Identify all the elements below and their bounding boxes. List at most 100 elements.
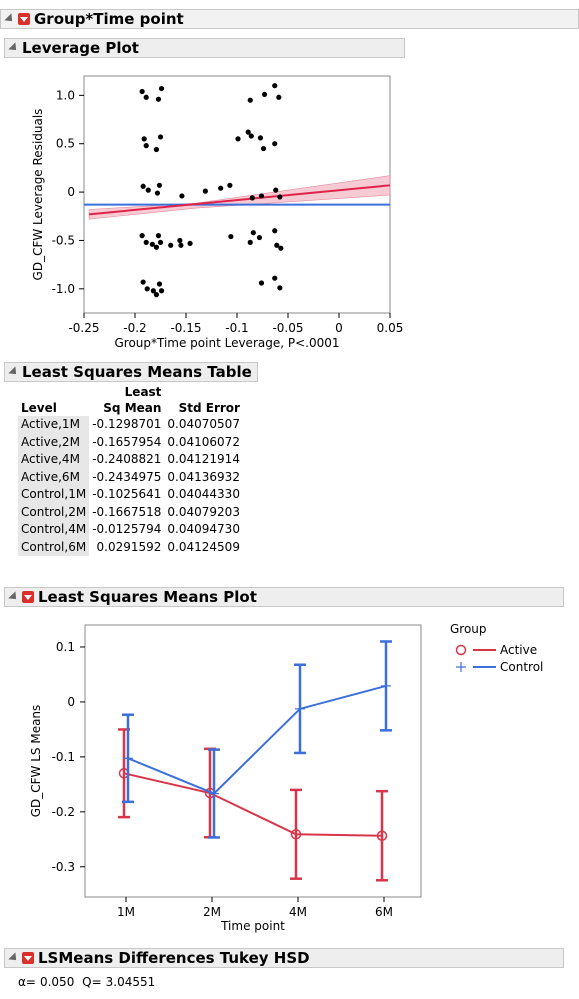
x-tick-label: 6M — [375, 905, 393, 919]
level-cell: Control,4M — [18, 521, 90, 539]
series-line-control — [127, 684, 387, 795]
data-point — [143, 94, 149, 100]
x-tick-label: -0.2 — [123, 321, 146, 335]
fit-line — [89, 184, 391, 216]
lsm-plot: 0.1 0 -0.1 -0.2 -0.3 1M 2M 4M 6M Time point GD_CFW… — [29, 622, 543, 933]
disclosure-triangle-icon[interactable] — [4, 13, 16, 25]
outline-title: Least Squares Means Plot — [38, 588, 257, 606]
red-triangle-menu-icon[interactable] — [22, 952, 34, 964]
col-header-blank — [164, 384, 243, 400]
y-tick-label: -0.3 — [52, 860, 75, 874]
data-point — [139, 233, 145, 239]
se-cell: 0.04094730 — [167, 522, 240, 536]
y-axis-label: GD_CFW Leverage Residuals — [31, 109, 45, 281]
outline-title: Leverage Plot — [22, 39, 139, 57]
se-cell: 0.04136932 — [167, 469, 240, 484]
mean-cell: -0.1298701 — [92, 417, 162, 431]
plot-frame — [84, 624, 422, 898]
disclosure-triangle-icon[interactable] — [8, 952, 20, 964]
data-point — [250, 230, 256, 236]
data-point — [248, 133, 254, 139]
data-point — [273, 187, 279, 193]
data-point — [228, 233, 234, 240]
y-tick-label: -0.5 — [52, 233, 75, 247]
data-point — [278, 245, 284, 251]
data-point — [158, 288, 165, 294]
x-tick-label: 1M — [117, 905, 135, 919]
lsm-table-outline-header[interactable]: Least Squares Means Table — [4, 362, 258, 382]
data-point — [202, 188, 208, 194]
se-cell: 0.04044330 — [167, 487, 240, 501]
data-point — [155, 96, 162, 102]
level-cell: Control,2M — [18, 503, 90, 521]
leverage-plot-outline-header[interactable]: Leverage Plot — [4, 38, 405, 58]
alpha-label: α= — [18, 975, 36, 989]
data-point — [256, 234, 263, 241]
alpha-value: 0.050 — [39, 975, 75, 989]
x-tick-label: -0.15 — [170, 321, 201, 335]
outline-title: Least Squares Means Table — [22, 363, 252, 381]
lsm-table: Least Level Sq Mean Std Error Active,1M -… — [18, 384, 243, 556]
table-row: Active,4M -0.2408821 0.04121914 — [18, 451, 243, 469]
leverage-plot: 1.0 0.5 0 -0.5 -1.0 -0.25 -0.2 -0.15 -0.1 -0.05 0 0… — [31, 75, 403, 350]
data-point — [218, 185, 224, 191]
x-tick-label: 0 — [335, 321, 343, 335]
level-cell: Active,6M — [18, 468, 90, 486]
level-cell: Control,1M — [18, 486, 90, 504]
disclosure-triangle-icon[interactable] — [8, 42, 20, 54]
data-point — [178, 242, 184, 248]
y-axis-label: GD_CFW LS Means — [29, 705, 43, 818]
data-point — [272, 141, 278, 147]
tukey-outline-header[interactable]: LSMeans Differences Tukey HSD — [4, 948, 564, 968]
data-point — [145, 187, 151, 193]
level-cell: Active,4M — [18, 451, 90, 469]
se-cell: 0.04106072 — [167, 434, 240, 449]
y-tick-label: -1.0 — [52, 282, 75, 296]
col-header-sq-mean: Sq Mean — [103, 401, 162, 415]
data-point — [168, 242, 174, 248]
mean-cell: -0.1025641 — [92, 487, 162, 501]
q-label: Q= — [82, 975, 102, 989]
data-point — [139, 88, 145, 95]
disclosure-triangle-icon[interactable] — [8, 591, 20, 603]
data-point — [258, 193, 265, 199]
x-tick-label: -0.25 — [68, 321, 99, 335]
data-point — [177, 237, 183, 244]
col-header-level: Level — [21, 401, 57, 415]
table-row: Control,4M -0.0125794 0.04094730 — [18, 521, 243, 539]
data-point — [153, 292, 160, 298]
data-point — [257, 135, 264, 141]
x-tick-label: -0.05 — [272, 321, 303, 335]
lsm-plot-outline-header[interactable]: Least Squares Means Plot — [4, 587, 564, 607]
col-header-least: Least — [124, 385, 162, 399]
data-point — [261, 91, 268, 97]
x-axis-label: Time point — [220, 919, 285, 933]
data-point — [179, 193, 185, 199]
data-point — [154, 190, 161, 196]
legend-title: Group — [450, 622, 487, 636]
data-point — [153, 244, 160, 250]
data-point — [272, 275, 278, 281]
data-point — [249, 195, 255, 201]
x-tick-label: 4M — [289, 905, 307, 919]
table-row: Active,1M -0.1298701 0.04070507 — [18, 416, 243, 434]
table-row: Active,2M -0.1657954 0.04106072 — [18, 433, 243, 451]
red-triangle-menu-icon[interactable] — [18, 13, 30, 25]
red-triangle-menu-icon[interactable] — [22, 591, 34, 603]
data-point — [140, 183, 146, 189]
data-point — [247, 97, 253, 103]
data-point — [277, 285, 283, 291]
data-point — [140, 279, 146, 285]
table-row: Control,6M 0.0291592 0.04124509 — [18, 538, 243, 556]
se-cell: 0.04124509 — [167, 539, 240, 554]
mean-cell: -0.0125794 — [92, 522, 162, 536]
data-point — [258, 280, 265, 286]
data-point — [247, 239, 253, 245]
data-point — [290, 829, 302, 840]
data-point — [187, 240, 193, 246]
disclosure-triangle-icon[interactable] — [8, 366, 20, 378]
group-time-outline-header[interactable]: Group*Time point — [0, 9, 579, 29]
x-tick-label: 2M — [203, 905, 221, 919]
y-tick-label: 1.0 — [56, 88, 75, 102]
data-point — [376, 830, 388, 841]
